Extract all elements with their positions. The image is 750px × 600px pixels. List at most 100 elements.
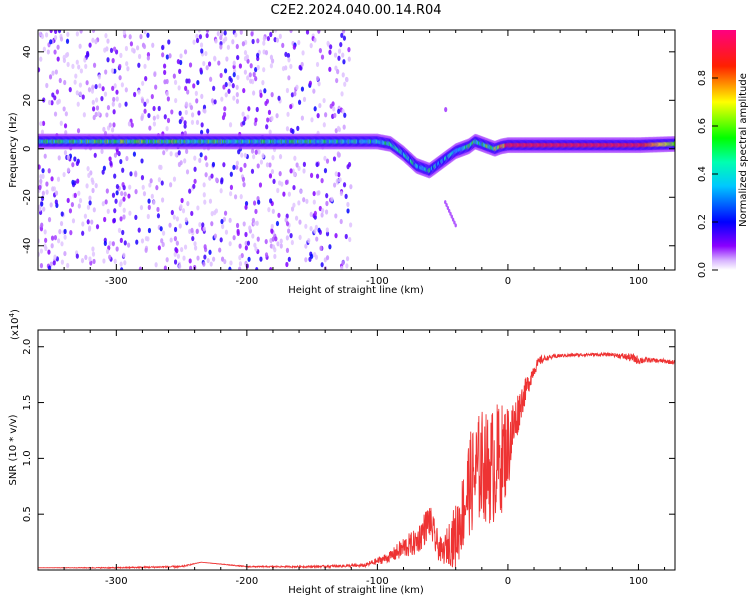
spectrogram-noise-point xyxy=(246,58,250,64)
spectrogram-noise-point xyxy=(278,171,282,177)
spectrogram-noise-point xyxy=(341,72,345,78)
spectrogram-noise-point xyxy=(41,190,45,196)
spectrogram-noise-point xyxy=(47,168,51,174)
spectrogram-noise-point xyxy=(38,251,41,257)
spectrogram-noise-point xyxy=(118,63,122,70)
spectrogram-noise-point xyxy=(49,202,53,208)
spectrogram-noise-point xyxy=(63,228,67,235)
spectrogram-noise-point xyxy=(262,36,266,42)
spectrogram-noise-point xyxy=(318,102,322,109)
spectrogram-noise-point xyxy=(57,238,61,244)
spectrogram-noise-point xyxy=(262,49,266,55)
spectrogram-noise-point xyxy=(257,149,261,155)
spectrogram-noise-point xyxy=(337,108,341,114)
spectrogram-noise-point xyxy=(91,30,96,34)
spectrogram-noise-point xyxy=(207,61,212,67)
spectrogram-noise-point xyxy=(78,91,83,97)
spectrogram-noise-point xyxy=(337,171,341,178)
spectrogram-noise-point xyxy=(251,217,255,223)
spectrogram-noise-point xyxy=(102,165,106,171)
spectrogram-noise-point xyxy=(122,214,126,220)
spectrogram-noise-point xyxy=(210,221,214,227)
spectrogram-noise-point xyxy=(297,165,301,172)
spectrogram-noise-point xyxy=(333,112,337,119)
spectrogram-noise-point xyxy=(341,52,345,58)
spectrogram-noise-point xyxy=(163,63,167,69)
spectrogram-noise-point xyxy=(101,86,105,92)
spectrogram-noise-point xyxy=(52,260,56,266)
spectrogram-noise-point xyxy=(258,182,263,188)
spectrogram-noise-point xyxy=(140,175,145,181)
spectrogram-noise-point xyxy=(122,252,126,258)
spectrogram-noise-point xyxy=(235,84,239,90)
spectrogram-noise-point xyxy=(108,156,112,162)
spectrogram-noise-point xyxy=(324,209,329,215)
spectrogram-noise-point xyxy=(184,109,188,116)
spectrogram-noise-point xyxy=(78,43,82,49)
spectrogram-noise-point xyxy=(58,77,62,84)
spectrogram-noise-point xyxy=(191,235,195,242)
spectrogram-noise-point xyxy=(239,194,243,200)
spectrogram-noise-point xyxy=(92,258,96,265)
spectrogram-noise-point xyxy=(71,218,76,224)
spectrogram-noise-point xyxy=(271,244,276,250)
spectrogram-noise-point xyxy=(60,211,64,217)
spectrogram-noise-point xyxy=(115,89,119,95)
spectrogram-noise-point xyxy=(341,30,346,34)
spectrogram-noise-point xyxy=(310,117,314,123)
spectrogram-noise-point xyxy=(270,223,274,230)
spectrogram-noise-point xyxy=(345,77,349,83)
spectrogram-noise-point xyxy=(172,214,176,220)
spectrogram-noise-point xyxy=(312,88,316,94)
spectrogram-noise-point xyxy=(159,164,163,170)
y-tick-label: 0 xyxy=(22,146,33,152)
spectrogram-noise-point xyxy=(346,208,350,214)
spectrogram-noise-point xyxy=(195,33,199,39)
spectrogram-noise-point xyxy=(244,245,248,251)
spectrogram-noise-point xyxy=(342,124,346,130)
spectrogram-noise-point xyxy=(57,98,61,104)
spectrogram-noise-point xyxy=(216,31,220,37)
spectrogram-x-label: Height of straight line (km) xyxy=(288,285,424,296)
spectrogram-noise-point xyxy=(268,129,272,135)
spectrogram-noise-point xyxy=(191,112,195,118)
spectrogram-noise-point xyxy=(328,66,332,72)
spectrogram-noise-point xyxy=(210,98,215,104)
spectrogram-noise-point xyxy=(325,193,329,199)
spectrogram-noise-point xyxy=(317,227,321,233)
spectrogram-noise-point xyxy=(49,261,53,267)
spectrogram-noise-point xyxy=(261,80,265,86)
spectrogram-noise-point xyxy=(328,244,332,250)
spectrogram-noise-point xyxy=(340,265,344,270)
spectrogram-noise-point xyxy=(102,126,106,132)
spectrogram-noise-point xyxy=(119,261,123,267)
spectrogram-noise-point xyxy=(143,108,147,114)
spectrogram-noise-point xyxy=(298,219,302,225)
spectrogram-noise-point xyxy=(109,160,113,166)
spectrogram-noise-point xyxy=(335,178,339,184)
spectrogram-noise-point xyxy=(175,248,179,254)
spectrogram-noise-point xyxy=(114,198,118,204)
spectrogram-noise-point xyxy=(198,222,202,228)
spectrogram-noise-point xyxy=(89,260,93,266)
spectrogram-noise-point xyxy=(319,245,323,251)
spectrogram-tail-point xyxy=(447,208,451,213)
spectrogram-noise-point xyxy=(204,50,208,57)
spectrogram-noise-point xyxy=(218,247,222,253)
spectrogram-noise-point xyxy=(86,219,90,225)
spectrogram-noise-point xyxy=(115,183,120,190)
spectrogram-noise-point xyxy=(286,111,290,117)
spectrogram-noise-point xyxy=(244,204,248,210)
spectrogram-noise-point xyxy=(285,247,290,253)
spectrogram-noise-point xyxy=(180,246,184,253)
spectrogram-noise-point xyxy=(312,190,316,197)
spectrogram-noise-point xyxy=(321,207,325,214)
spectrogram-noise-point xyxy=(246,75,250,81)
spectrogram-noise-point xyxy=(274,236,278,242)
spectrogram-noise-point xyxy=(175,216,179,222)
spectrogram-noise-point xyxy=(315,161,319,168)
spectrogram-noise-point xyxy=(101,201,105,207)
spectrogram-noise-point xyxy=(202,60,206,67)
spectrogram-noise-point xyxy=(106,57,110,63)
spectrogram-noise-point xyxy=(266,35,270,42)
